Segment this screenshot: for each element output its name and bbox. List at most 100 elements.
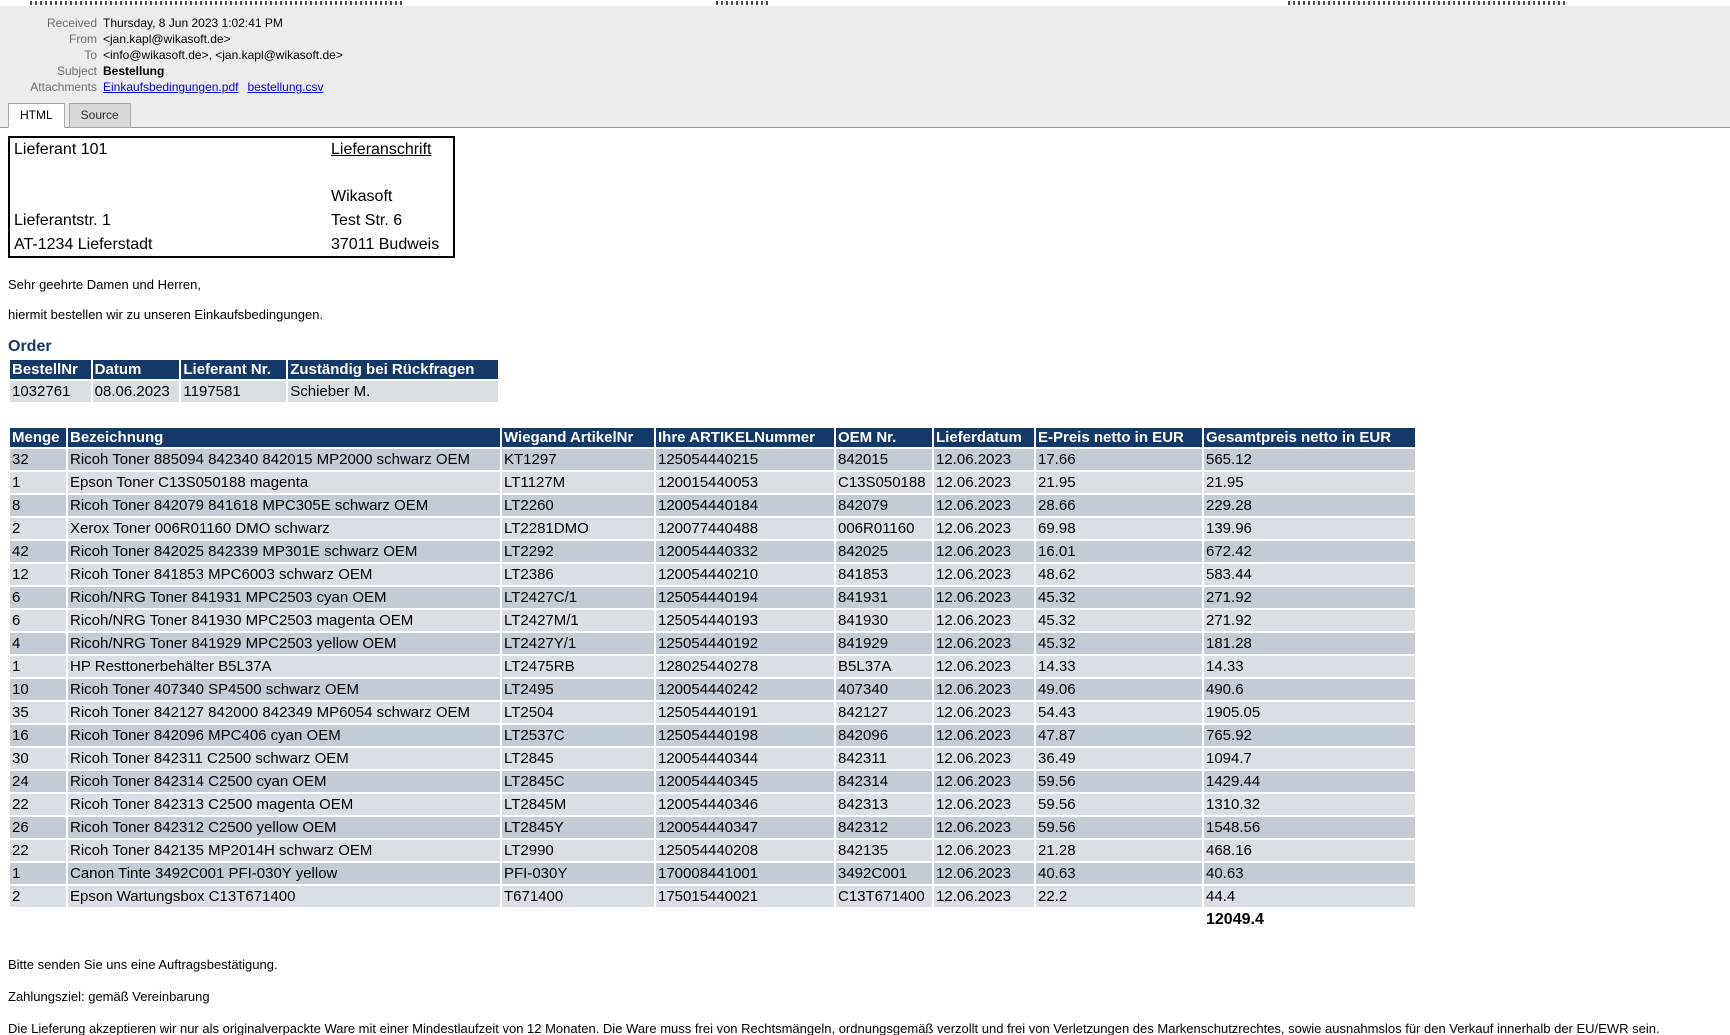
description-cell: Ricoh/NRG Toner 841929 MPC2503 yellow OE… — [68, 633, 500, 654]
col-header-lieferdatum: Lieferdatum — [934, 428, 1034, 447]
description-cell: Ricoh Toner 842079 841618 MPC305E schwar… — [68, 495, 500, 516]
unit-price-cell: 14.33 — [1036, 656, 1202, 677]
wiegand-artikelnr-cell: LT2845C — [502, 771, 654, 792]
col-header-ihre-artikelnummer: Ihre ARTIKELNummer — [656, 428, 834, 447]
col-header-zustaendig: Zuständig bei Rückfragen — [288, 360, 498, 379]
article-number-cell: 175015440021 — [656, 886, 834, 907]
delivery-date-cell: 12.06.2023 — [934, 518, 1034, 539]
line-total-cell: 672.42 — [1204, 541, 1415, 562]
wiegand-artikelnr-cell: LT2260 — [502, 495, 654, 516]
line-total-cell: 1094.7 — [1204, 748, 1415, 769]
line-total-cell: 44.4 — [1204, 886, 1415, 907]
table-row: 32 Ricoh Toner 885094 842340 842015 MP200… — [10, 449, 1415, 470]
line-total-cell: 1429.44 — [1204, 771, 1415, 792]
delivery-address-cell — [327, 161, 454, 185]
description-cell: HP Resttonerbehälter B5L37A — [68, 656, 500, 677]
unit-price-cell: 17.66 — [1036, 449, 1202, 470]
article-number-cell: 125054440198 — [656, 725, 834, 746]
delivery-date-cell: 12.06.2023 — [934, 495, 1034, 516]
qty-cell: 6 — [10, 610, 66, 631]
delivery-date-cell: 12.06.2023 — [934, 794, 1034, 815]
table-row: 2 Epson Wartungsbox C13T671400 T671400 1750… — [10, 886, 1415, 907]
unit-price-cell: 48.62 — [1036, 564, 1202, 585]
article-number-cell: 120054440210 — [656, 564, 834, 585]
oem-number-cell: 842127 — [836, 702, 932, 723]
tab-source[interactable]: Source — [68, 103, 131, 128]
oem-number-cell: B5L37A — [836, 656, 932, 677]
article-number-cell: 120054440344 — [656, 748, 834, 769]
qty-cell: 30 — [10, 748, 66, 769]
table-row: 12 Ricoh Toner 841853 MPC6003 schwarz OEM… — [10, 564, 1415, 585]
oem-number-cell: 407340 — [836, 679, 932, 700]
table-row: 42 Ricoh Toner 842025 842339 MP301E schwa… — [10, 541, 1415, 562]
attachment-link-pdf[interactable]: Einkaufsbedingungen.pdf — [103, 80, 239, 94]
truncated-previous-row — [0, 0, 1730, 6]
tab-html[interactable]: HTML — [8, 103, 65, 128]
table-row: 6 Ricoh/NRG Toner 841930 MPC2503 magenta … — [10, 610, 1415, 631]
qty-cell: 42 — [10, 541, 66, 562]
col-header-epreis: E-Preis netto in EUR — [1036, 428, 1202, 447]
article-number-cell: 120054440332 — [656, 541, 834, 562]
unit-price-cell: 59.56 — [1036, 771, 1202, 792]
received-row: Received Thursday, 8 Jun 2023 1:02:41 PM — [0, 15, 1730, 31]
wiegand-artikelnr-cell: KT1297 — [502, 449, 654, 470]
supplier-address-cell: Lieferant 101 — [14, 140, 108, 158]
wiegand-artikelnr-cell: LT2427M/1 — [502, 610, 654, 631]
delivery-date-cell: 12.06.2023 — [934, 633, 1034, 654]
qty-cell: 2 — [10, 518, 66, 539]
order-info-table: BestellNr Datum Lieferant Nr. Zuständig … — [8, 358, 500, 404]
supplier-address-cell: Lieferantstr. 1 — [14, 212, 111, 229]
article-number-cell: 170008441001 — [656, 863, 834, 884]
description-cell: Ricoh Toner 842096 MPC406 cyan OEM — [68, 725, 500, 746]
line-total-cell: 14.33 — [1204, 656, 1415, 677]
qty-cell: 1 — [10, 656, 66, 677]
truncated-text-fragment — [30, 1, 402, 5]
greeting-line: Sehr geehrte Damen und Herren, — [8, 277, 201, 292]
table-row: 6 Ricoh/NRG Toner 841931 MPC2503 cyan OEM… — [10, 587, 1415, 608]
address-table: Lieferant 101 Lieferanschrift Wikasoft Lief… — [8, 136, 455, 258]
oem-number-cell: 842025 — [836, 541, 932, 562]
qty-cell: 26 — [10, 817, 66, 838]
table-row: 2 Xerox Toner 006R01160 DMO schwarz LT2281… — [10, 518, 1415, 539]
delivery-date-cell: 12.06.2023 — [934, 817, 1034, 838]
delivery-address-cell: Lieferanschrift — [331, 140, 432, 158]
items-header-row: Menge Bezeichnung Wiegand ArtikelNr Ihre… — [10, 428, 1415, 447]
to-row: To <info@wikasoft.de>, <jan.kapl@wikasof… — [0, 47, 1730, 63]
oem-number-cell: 841930 — [836, 610, 932, 631]
description-cell: Ricoh/NRG Toner 841930 MPC2503 magenta O… — [68, 610, 500, 631]
to-value: <info@wikasoft.de>, <jan.kapl@wikasoft.d… — [103, 48, 343, 62]
payment-terms-line: Zahlungsziel: gemäß Vereinbarung — [8, 989, 210, 1004]
unit-price-cell: 21.28 — [1036, 840, 1202, 861]
qty-cell: 24 — [10, 771, 66, 792]
oem-number-cell: 841929 — [836, 633, 932, 654]
supplier-number-cell: 1197581 — [181, 381, 287, 402]
table-row: 16 Ricoh Toner 842096 MPC406 cyan OEM LT25… — [10, 725, 1415, 746]
oem-number-cell: C13S050188 — [836, 472, 932, 493]
unit-price-cell: 59.56 — [1036, 817, 1202, 838]
table-row: 4 Ricoh/NRG Toner 841929 MPC2503 yellow O… — [10, 633, 1415, 654]
description-cell: Ricoh Toner 841853 MPC6003 schwarz OEM — [68, 564, 500, 585]
table-row: 24 Ricoh Toner 842314 C2500 cyan OEM LT284… — [10, 771, 1415, 792]
article-number-cell: 125054440215 — [656, 449, 834, 470]
supplier-address-cell — [9, 185, 327, 209]
attachment-link-csv[interactable]: bestellung.csv — [247, 80, 324, 94]
article-number-cell: 120015440053 — [656, 472, 834, 493]
oem-number-cell: 006R01160 — [836, 518, 932, 539]
oem-number-cell: 842079 — [836, 495, 932, 516]
order-date-cell: 08.06.2023 — [92, 381, 180, 402]
description-cell: Ricoh Toner 842025 842339 MP301E schwarz… — [68, 541, 500, 562]
qty-cell: 2 — [10, 886, 66, 907]
article-number-cell: 125054440191 — [656, 702, 834, 723]
truncated-text-fragment — [716, 1, 768, 5]
line-total-cell: 468.16 — [1204, 840, 1415, 861]
description-cell: Ricoh Toner 842311 C2500 schwarz OEM — [68, 748, 500, 769]
intro-line: hiermit bestellen wir zu unseren Einkauf… — [8, 307, 324, 322]
delivery-date-cell: 12.06.2023 — [934, 771, 1034, 792]
line-total-cell: 271.92 — [1204, 587, 1415, 608]
description-cell: Ricoh Toner 842313 C2500 magenta OEM — [68, 794, 500, 815]
unit-price-cell: 16.01 — [1036, 541, 1202, 562]
oem-number-cell: 842312 — [836, 817, 932, 838]
qty-cell: 8 — [10, 495, 66, 516]
unit-price-cell: 69.98 — [1036, 518, 1202, 539]
description-cell: Canon Tinte 3492C001 PFI-030Y yellow — [68, 863, 500, 884]
